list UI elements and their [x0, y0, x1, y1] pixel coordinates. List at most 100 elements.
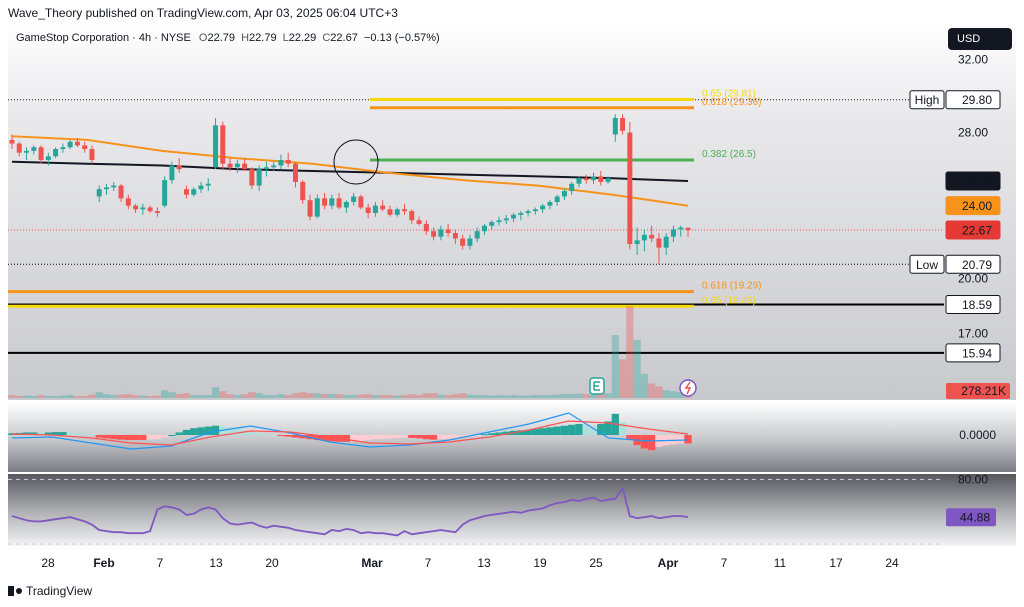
candle[interactable] — [460, 234, 466, 250]
candle[interactable] — [45, 152, 51, 166]
candle-body[interactable] — [191, 189, 197, 195]
candle-body[interactable] — [213, 125, 219, 168]
candle[interactable] — [489, 220, 495, 230]
candle-body[interactable] — [198, 185, 204, 190]
candle[interactable] — [220, 121, 226, 170]
candle[interactable] — [38, 145, 44, 164]
candle-body[interactable] — [300, 181, 306, 201]
candle-body[interactable] — [489, 222, 495, 226]
candle[interactable] — [53, 147, 59, 159]
candle-body[interactable] — [460, 238, 466, 246]
candle[interactable] — [591, 172, 597, 184]
candle-body[interactable] — [38, 147, 44, 160]
candle[interactable] — [540, 203, 546, 213]
candle[interactable] — [285, 152, 291, 168]
candle[interactable] — [656, 233, 662, 265]
candle-body[interactable] — [656, 238, 662, 248]
candle[interactable] — [256, 165, 262, 192]
candle[interactable] — [314, 194, 320, 219]
candle-body[interactable] — [45, 156, 51, 160]
candle[interactable] — [503, 214, 509, 224]
candle-body[interactable] — [540, 205, 546, 210]
candle[interactable] — [605, 176, 611, 184]
candle[interactable] — [685, 227, 691, 237]
candle-body[interactable] — [53, 149, 59, 157]
candle-body[interactable] — [154, 211, 160, 213]
candle[interactable] — [9, 134, 15, 150]
candle[interactable] — [394, 207, 400, 217]
candle-body[interactable] — [423, 223, 429, 232]
candle-body[interactable] — [474, 231, 480, 239]
candle[interactable] — [409, 209, 415, 224]
candle-body[interactable] — [329, 198, 335, 206]
candle[interactable] — [67, 139, 73, 150]
candle[interactable] — [670, 225, 676, 243]
highlight-circle[interactable] — [333, 139, 379, 185]
candle-body[interactable] — [285, 160, 291, 164]
candle-body[interactable] — [547, 202, 553, 206]
symbol-title[interactable]: GameStop Corporation · 4h · NYSE — [16, 32, 191, 44]
candle-body[interactable] — [89, 149, 95, 160]
price-axis-label[interactable]: 24.00 — [945, 196, 1001, 216]
candle-body[interactable] — [82, 145, 88, 150]
candle[interactable] — [89, 145, 95, 164]
candle-body[interactable] — [242, 163, 248, 170]
candle-body[interactable] — [438, 229, 444, 237]
price-axis-label[interactable]: 29.80 High — [909, 90, 1001, 110]
candle-body[interactable] — [176, 165, 182, 170]
candle[interactable] — [31, 145, 37, 155]
candle[interactable] — [351, 192, 357, 206]
candle-body[interactable] — [649, 234, 655, 239]
candle-body[interactable] — [118, 185, 124, 199]
candle-body[interactable] — [387, 209, 393, 215]
candle[interactable] — [24, 147, 30, 160]
candle[interactable] — [634, 227, 640, 255]
candle[interactable] — [532, 207, 538, 215]
candle[interactable] — [620, 114, 626, 135]
candle-body[interactable] — [307, 200, 313, 217]
candle[interactable] — [423, 220, 429, 235]
candle-body[interactable] — [445, 229, 451, 234]
candle[interactable] — [183, 185, 189, 199]
rsi-pane[interactable] — [8, 474, 1016, 546]
candle[interactable] — [227, 158, 233, 171]
dividend-marker-icon[interactable] — [679, 379, 697, 397]
candle-body[interactable] — [583, 178, 589, 181]
candle[interactable] — [598, 170, 604, 186]
candle-body[interactable] — [169, 165, 175, 181]
candle[interactable] — [169, 161, 175, 184]
candle[interactable] — [561, 189, 567, 201]
candle-body[interactable] — [227, 163, 233, 168]
candle-body[interactable] — [111, 185, 117, 188]
candle[interactable] — [481, 223, 487, 235]
candle[interactable] — [176, 158, 182, 173]
candle-body[interactable] — [220, 125, 226, 164]
candle-body[interactable] — [431, 231, 437, 237]
candle-body[interactable] — [496, 220, 502, 223]
candle[interactable] — [402, 203, 408, 215]
candle-body[interactable] — [532, 209, 538, 212]
candle[interactable] — [518, 211, 524, 221]
candle[interactable] — [96, 185, 102, 202]
candle[interactable] — [16, 141, 22, 157]
candle[interactable] — [641, 229, 647, 252]
candle[interactable] — [118, 183, 124, 202]
candle-body[interactable] — [67, 141, 73, 148]
candle[interactable] — [140, 203, 146, 215]
candle-body[interactable] — [263, 167, 269, 170]
candle[interactable] — [511, 212, 517, 223]
candle[interactable] — [133, 203, 139, 213]
candle-body[interactable] — [162, 180, 168, 206]
price-pane[interactable] — [8, 24, 1016, 400]
candle-body[interactable] — [234, 163, 240, 168]
candle-body[interactable] — [634, 240, 640, 244]
earnings-marker-icon[interactable] — [589, 377, 605, 395]
candle[interactable] — [82, 141, 88, 153]
candle[interactable] — [343, 200, 349, 213]
candle[interactable] — [445, 223, 451, 237]
candle[interactable] — [583, 174, 589, 184]
candle-body[interactable] — [249, 169, 255, 186]
candle[interactable] — [358, 194, 364, 210]
volume-axis-label[interactable]: 278.21K — [946, 383, 1010, 399]
candle-body[interactable] — [60, 147, 66, 150]
